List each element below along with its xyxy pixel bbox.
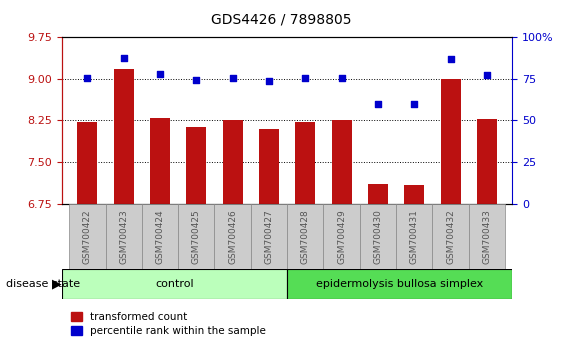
Bar <box>62 269 287 299</box>
Bar <box>69 204 105 269</box>
Bar <box>287 269 512 299</box>
Legend: transformed count, percentile rank within the sample: transformed count, percentile rank withi… <box>67 308 270 341</box>
Text: GSM700426: GSM700426 <box>228 209 237 264</box>
Bar <box>404 185 425 204</box>
Bar <box>296 122 315 204</box>
Point <box>482 73 491 78</box>
Bar <box>178 204 215 269</box>
Text: GSM700423: GSM700423 <box>119 209 128 264</box>
Bar <box>215 204 251 269</box>
Point <box>301 75 310 80</box>
Text: GSM700425: GSM700425 <box>192 209 201 264</box>
Bar <box>105 204 142 269</box>
Bar <box>150 118 170 204</box>
Bar <box>360 204 396 269</box>
Bar <box>114 69 133 204</box>
Point <box>410 101 419 107</box>
Text: ▶: ▶ <box>52 278 62 291</box>
Point <box>228 75 237 80</box>
Text: GSM700433: GSM700433 <box>482 209 491 264</box>
Point <box>265 78 274 84</box>
Text: control: control <box>155 279 194 289</box>
Text: GSM700427: GSM700427 <box>265 209 274 264</box>
Bar <box>477 119 497 204</box>
Point <box>192 78 201 83</box>
Bar <box>142 204 178 269</box>
Text: GSM700428: GSM700428 <box>301 209 310 264</box>
Point <box>446 56 455 62</box>
Bar <box>287 204 324 269</box>
Text: GSM700429: GSM700429 <box>337 209 346 264</box>
Point <box>119 55 128 61</box>
Text: epidermolysis bullosa simplex: epidermolysis bullosa simplex <box>316 279 484 289</box>
Bar <box>77 122 97 204</box>
Bar <box>441 79 461 204</box>
Text: GSM700432: GSM700432 <box>446 209 455 264</box>
Point <box>155 72 164 77</box>
Bar <box>368 184 388 204</box>
Point <box>337 75 346 80</box>
Bar <box>259 129 279 204</box>
Bar <box>222 120 243 204</box>
Text: GDS4426 / 7898805: GDS4426 / 7898805 <box>211 12 352 27</box>
Bar <box>186 127 206 204</box>
Text: GSM700430: GSM700430 <box>373 209 382 264</box>
Text: GSM700424: GSM700424 <box>155 209 164 264</box>
Point <box>373 101 382 107</box>
Bar <box>396 204 432 269</box>
Bar <box>332 120 352 204</box>
Bar <box>469 204 505 269</box>
Bar <box>324 204 360 269</box>
Bar <box>432 204 469 269</box>
Bar <box>251 204 287 269</box>
Text: GSM700422: GSM700422 <box>83 209 92 264</box>
Text: disease state: disease state <box>6 279 80 289</box>
Text: GSM700431: GSM700431 <box>410 209 419 264</box>
Point <box>83 75 92 80</box>
